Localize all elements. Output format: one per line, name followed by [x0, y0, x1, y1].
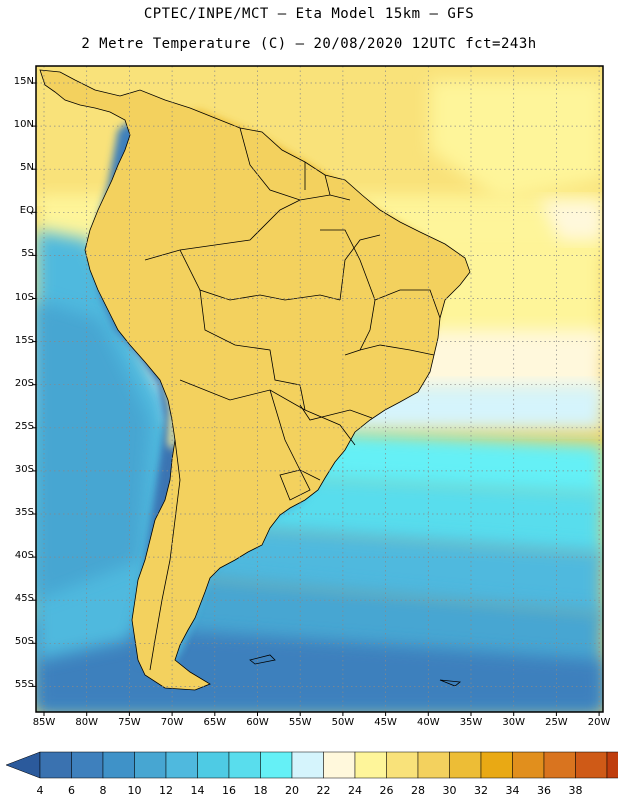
latitude-label: 40S: [14, 550, 34, 562]
longitude-label: 80W: [75, 717, 98, 728]
map-frame: [35, 65, 604, 713]
colorbar-label: 22: [316, 784, 331, 797]
latitude-label: 30S: [14, 463, 34, 475]
colorbar-swatch: [134, 751, 167, 779]
latitude-label: 10S: [14, 291, 34, 303]
colorbar-swatch: [71, 751, 104, 779]
colorbar-label: 6: [68, 784, 75, 797]
latitude-label: 5N: [20, 162, 34, 174]
colorbar-label: 32: [474, 784, 488, 797]
colorbar-label: 26: [379, 784, 394, 797]
colorbar-swatch: [512, 751, 545, 779]
latitude-label: 10N: [13, 119, 34, 131]
latitude-label: 35S: [14, 507, 34, 518]
longitude-label: 70W: [160, 717, 184, 728]
latitude-label: 45S: [14, 593, 34, 605]
colorbar-label: 30: [442, 784, 457, 797]
colorbar-swatch: [543, 751, 576, 779]
chart-title: CPTEC/INPE/MCT – Eta Model 15km – GFS: [143, 6, 475, 22]
colorbar-label: 24: [348, 784, 362, 797]
lat-lon-grid: [36, 66, 603, 712]
colorbar-swatch: [354, 751, 387, 779]
colorbar-swatch: [480, 751, 513, 779]
colorbar-label: 10: [127, 784, 142, 797]
colorbar-swatch: [165, 751, 198, 779]
country-boundaries: [39, 69, 471, 691]
colorbar-swatch: [575, 751, 608, 779]
colorbar-swatch: [449, 751, 482, 779]
longitude-label: 75W: [118, 717, 141, 728]
chart-subtitle: 2 Metre Temperature (C) – 20/08/2020 12U…: [81, 36, 537, 52]
colorbar-label: 20: [285, 784, 299, 797]
longitude-label: 30W: [502, 717, 525, 728]
longitude-label: 60W: [246, 717, 269, 728]
colorbar-swatch: [102, 751, 135, 779]
longitude-label: 40W: [416, 717, 440, 728]
colorbar-label: 16: [222, 784, 236, 797]
longitude-label: 50W: [331, 717, 355, 728]
colorbar-swatch: [260, 751, 293, 779]
longitude-label: 65W: [203, 717, 227, 728]
longitude-label: 35W: [459, 717, 483, 728]
longitude-label: 55W: [288, 717, 312, 728]
longitude-label: 25W: [545, 717, 568, 728]
colorbar-label: 18: [253, 784, 268, 797]
colorbar-swatch: [386, 751, 419, 779]
colorbar-swatch: [606, 751, 618, 779]
colorbar-swatch: [291, 751, 324, 779]
colorbar-label: 34: [505, 784, 520, 797]
latitude-label: 25S: [14, 420, 34, 432]
colorbar-label: 38: [568, 784, 583, 797]
latitude-label: 50S: [14, 636, 34, 648]
colorbar-swatch: [197, 751, 230, 779]
colorbar-label: 8: [99, 784, 107, 797]
latitude-label: 20S: [14, 377, 34, 389]
latitude-label: 15N: [13, 76, 34, 87]
colorbar-label: 36: [537, 784, 551, 797]
colorbar-swatch: [417, 751, 450, 779]
longitude-label: 45W: [374, 717, 397, 728]
colorbar-label: 28: [411, 784, 425, 797]
longitude-label: 20W: [587, 717, 611, 728]
colorbar-label: 14: [190, 784, 205, 797]
axis-ticks: [32, 82, 600, 716]
colorbar-swatch: [323, 751, 356, 779]
colorbar-swatch: [228, 751, 261, 779]
latitude-label: 55S: [14, 679, 34, 691]
colorbar-label: 12: [159, 784, 173, 797]
colorbar-swatch: [39, 751, 72, 779]
colorbar: [5, 751, 618, 779]
colorbar-label: 4: [36, 784, 44, 797]
latitude-label: EQ: [19, 205, 34, 217]
colorbar-low-arrow: [5, 751, 41, 779]
latitude-label: 15S: [14, 334, 34, 346]
longitude-label: 85W: [32, 717, 56, 728]
latitude-label: 5S: [21, 248, 34, 260]
